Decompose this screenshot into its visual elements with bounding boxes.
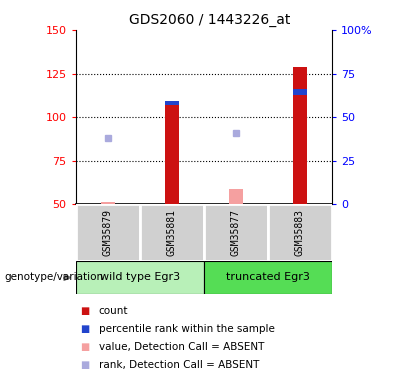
Text: GSM35877: GSM35877 <box>231 209 241 256</box>
Bar <box>165 102 179 105</box>
Bar <box>268 204 332 261</box>
Text: ■: ■ <box>80 324 89 334</box>
Text: GDS2060 / 1443226_at: GDS2060 / 1443226_at <box>129 13 291 27</box>
Text: genotype/variation: genotype/variation <box>4 273 103 282</box>
Bar <box>293 67 307 204</box>
Bar <box>76 261 204 294</box>
Bar <box>204 261 332 294</box>
Text: truncated Egr3: truncated Egr3 <box>226 273 310 282</box>
Bar <box>228 189 243 204</box>
Text: ■: ■ <box>80 306 89 316</box>
Bar <box>165 105 179 204</box>
Bar <box>100 202 115 204</box>
Text: ■: ■ <box>80 360 89 370</box>
Bar <box>139 204 204 261</box>
Text: value, Detection Call = ABSENT: value, Detection Call = ABSENT <box>99 342 264 352</box>
Bar <box>76 204 139 261</box>
Text: count: count <box>99 306 128 316</box>
Text: GSM35879: GSM35879 <box>102 209 113 256</box>
Text: ■: ■ <box>80 342 89 352</box>
Text: wild type Egr3: wild type Egr3 <box>100 273 180 282</box>
Text: GSM35883: GSM35883 <box>295 209 305 256</box>
Text: GSM35881: GSM35881 <box>167 209 177 256</box>
Text: percentile rank within the sample: percentile rank within the sample <box>99 324 275 334</box>
Bar <box>204 204 268 261</box>
Bar <box>293 89 307 94</box>
Text: rank, Detection Call = ABSENT: rank, Detection Call = ABSENT <box>99 360 259 370</box>
